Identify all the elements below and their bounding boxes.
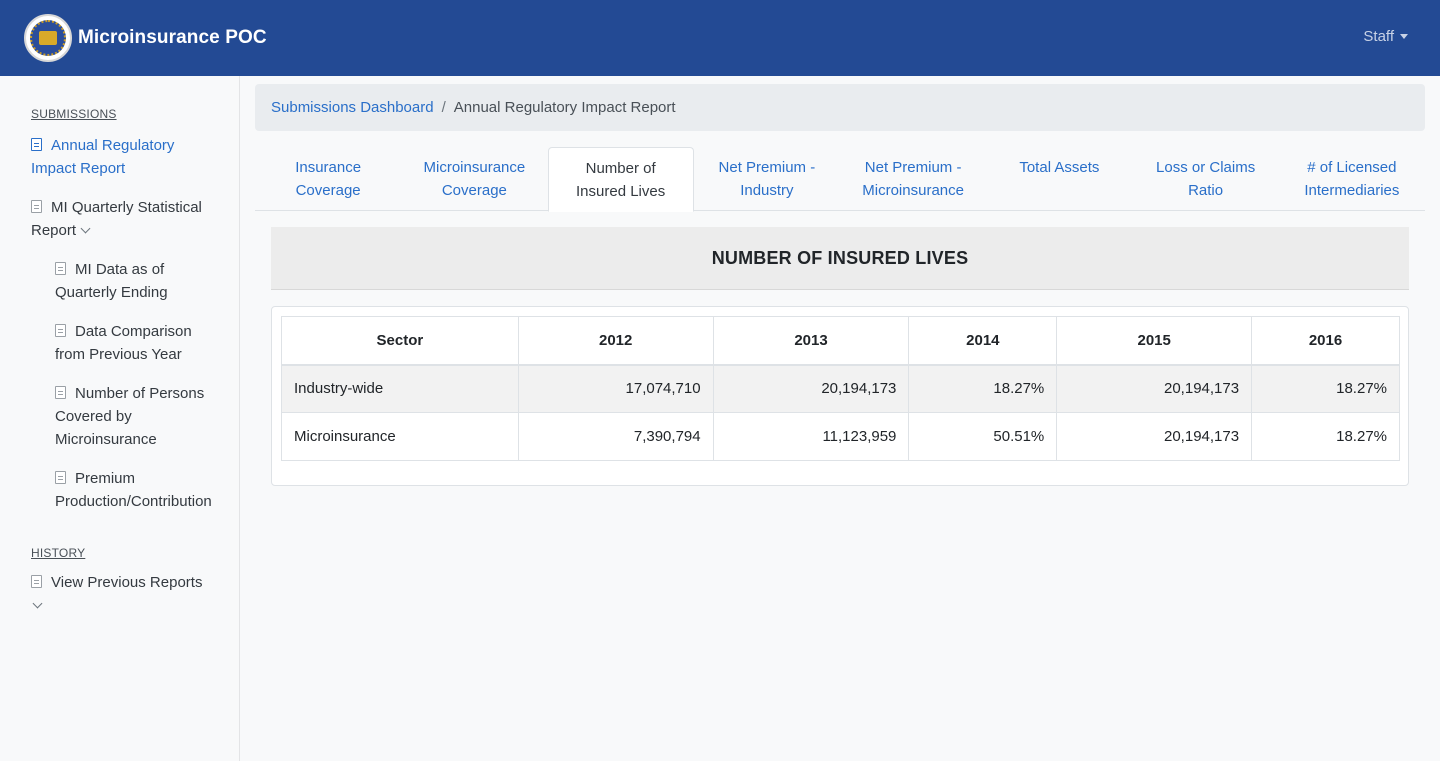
- sidebar-heading-submissions: SUBMISSIONS: [31, 107, 117, 121]
- tab-microinsurance-coverage[interactable]: Microinsurance Coverage: [423, 159, 526, 199]
- tab-net-premium-industry[interactable]: Net Premium - Industry: [718, 159, 816, 199]
- table-cell: 18.27%: [1251, 364, 1400, 413]
- sidebar-heading-history: HISTORY: [31, 546, 86, 560]
- table-row: Industry-wide 17,074,710 20,194,173 18.2…: [281, 364, 1400, 413]
- sidebar-item-premium-production[interactable]: Premium Production/Contribution: [55, 470, 212, 510]
- table-cell-sector: Industry-wide: [281, 364, 519, 413]
- table-cell: 50.51%: [908, 412, 1058, 461]
- tab-total-assets[interactable]: Total Assets: [1019, 159, 1100, 176]
- table-cell: 18.27%: [908, 364, 1058, 413]
- table-cell: 20,194,173: [1056, 412, 1253, 461]
- document-icon: [55, 386, 66, 399]
- tab-net-premium-microinsurance[interactable]: Net Premium - Microinsurance: [862, 159, 964, 199]
- brand-title[interactable]: Microinsurance POC: [78, 27, 267, 48]
- sidebar: SUBMISSIONS Annual Regulatory Impact Rep…: [0, 76, 240, 761]
- table-cell: 20,194,173: [1056, 364, 1253, 413]
- breadcrumb-current: Annual Regulatory Impact Report: [453, 99, 676, 116]
- document-icon: [55, 324, 66, 337]
- column-header: 2014: [908, 316, 1058, 366]
- table-cell-sector: Microinsurance: [281, 412, 519, 461]
- chevron-down-icon[interactable]: [32, 598, 43, 609]
- tab-licensed-intermediaries[interactable]: # of Licensed Intermediaries: [1304, 159, 1400, 199]
- column-header: 2013: [712, 316, 910, 366]
- document-icon: [31, 200, 42, 213]
- table-row: Microinsurance 7,390,794 11,123,959 50.5…: [281, 412, 1400, 461]
- table-cell: 11,123,959: [712, 412, 910, 461]
- document-icon: [31, 138, 42, 151]
- column-header: Sector: [281, 316, 519, 366]
- column-header: 2012: [517, 316, 714, 366]
- user-menu-dropdown[interactable]: Staff: [1363, 28, 1408, 45]
- insured-lives-table: Sector 2012 2013 2014 2015 2016 Industry…: [281, 316, 1400, 461]
- document-icon: [55, 262, 66, 275]
- breadcrumb-separator: /: [441, 99, 446, 116]
- breadcrumb: Submissions Dashboard / Annual Regulator…: [255, 84, 1425, 131]
- user-menu-label: Staff: [1363, 28, 1394, 45]
- sidebar-item-annual-regulatory-impact-report[interactable]: Annual Regulatory Impact Report: [31, 137, 175, 177]
- column-header: 2015: [1056, 316, 1253, 366]
- document-icon: [31, 575, 42, 588]
- panel-title: NUMBER OF INSURED LIVES: [271, 227, 1409, 290]
- table-cell: 7,390,794: [517, 412, 714, 461]
- caret-down-icon: [1400, 34, 1408, 39]
- table-header-row: Sector 2012 2013 2014 2015 2016: [281, 316, 1400, 366]
- column-header: 2016: [1251, 316, 1400, 366]
- tab-number-of-insured-lives[interactable]: Number of Insured Lives: [547, 147, 694, 212]
- sidebar-item-data-comparison[interactable]: Data Comparison from Previous Year: [55, 323, 192, 363]
- sidebar-item-mi-data-quarterly-ending[interactable]: MI Data as of Quarterly Ending: [55, 261, 168, 301]
- chevron-down-icon[interactable]: [80, 223, 91, 234]
- breadcrumb-link-submissions-dashboard[interactable]: Submissions Dashboard: [271, 99, 434, 116]
- seal-logo-icon[interactable]: [24, 14, 72, 62]
- table-cell: 20,194,173: [712, 364, 910, 413]
- document-icon: [55, 471, 66, 484]
- top-navbar: Microinsurance POC Staff: [0, 0, 1440, 76]
- sidebar-item-persons-covered[interactable]: Number of Persons Covered by Microinsura…: [55, 385, 205, 448]
- report-tabs: Insurance Coverage Microinsurance Coverage…: [255, 147, 1425, 212]
- tab-loss-or-claims-ratio[interactable]: Loss or Claims Ratio: [1156, 159, 1256, 199]
- sidebar-item-view-previous-reports[interactable]: View Previous Reports: [31, 571, 202, 617]
- table-card: Sector 2012 2013 2014 2015 2016 Industry…: [271, 306, 1409, 486]
- table-cell: 17,074,710: [517, 364, 714, 413]
- sidebar-item-mi-quarterly-statistical-report[interactable]: MI Quarterly Statistical Report: [31, 199, 202, 239]
- tab-insurance-coverage[interactable]: Insurance Coverage: [295, 159, 362, 199]
- table-cell: 18.27%: [1251, 412, 1400, 461]
